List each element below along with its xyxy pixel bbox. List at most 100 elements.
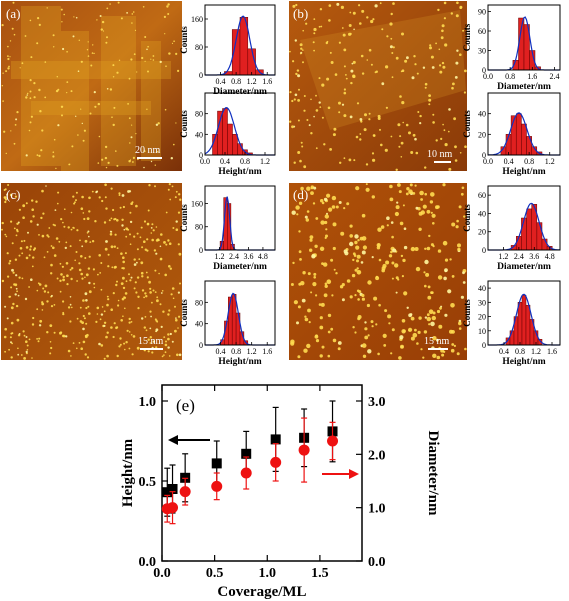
nanoparticle xyxy=(130,58,133,61)
data-point-height xyxy=(241,448,252,459)
stm-image-c: (c) 15 nm xyxy=(1,183,182,360)
nanoparticle xyxy=(377,117,381,120)
nanoparticle xyxy=(121,218,124,221)
nanoparticle xyxy=(4,305,7,308)
nanoparticle xyxy=(12,271,15,274)
nanoparticle xyxy=(151,223,154,226)
x-tick-label: 0.0 xyxy=(483,157,493,166)
nanoparticle xyxy=(124,307,126,310)
nanoparticle xyxy=(367,334,370,337)
x-tick-label: 3.6 xyxy=(243,252,253,261)
nanoparticle xyxy=(83,317,86,320)
nanoparticle xyxy=(341,283,345,287)
nanoparticle xyxy=(141,275,144,278)
x-tick-label: 4.8 xyxy=(545,252,555,261)
nanoparticle xyxy=(85,273,89,277)
nanoparticle xyxy=(70,90,73,93)
nanoparticle xyxy=(64,208,66,210)
nanoparticle xyxy=(375,275,379,279)
nanoparticle xyxy=(36,289,39,292)
nanoparticle xyxy=(399,95,402,98)
nanoparticle xyxy=(390,135,393,138)
nanoparticle xyxy=(135,291,138,294)
nanoparticle xyxy=(300,141,303,144)
nanoparticle xyxy=(454,159,458,162)
nanoparticle xyxy=(80,60,83,63)
nanoparticle xyxy=(442,350,446,353)
nanoparticle xyxy=(52,155,55,158)
nanoparticle xyxy=(37,282,40,285)
nanoparticle xyxy=(409,183,413,187)
nanoparticle xyxy=(326,279,332,285)
nanoparticle xyxy=(437,275,443,280)
nanoparticle xyxy=(9,40,12,42)
x-tick-label: 1.5 xyxy=(311,566,329,581)
nanoparticle xyxy=(93,286,96,289)
nanoparticle xyxy=(33,247,37,250)
nanoparticle xyxy=(355,186,360,191)
nanoparticle xyxy=(169,332,172,336)
nanoparticle xyxy=(147,45,149,48)
nanoparticle xyxy=(343,157,346,160)
nanoparticle xyxy=(331,205,336,209)
y2-tick-label: 0.0 xyxy=(368,555,386,570)
nanoparticle xyxy=(401,329,406,334)
nanoparticle xyxy=(73,202,76,205)
nanoparticle xyxy=(36,154,39,157)
x-tick-label: 2.4 xyxy=(229,252,239,261)
nanoparticle xyxy=(66,81,69,83)
stm-image-b: (b) 10 nm xyxy=(289,1,467,171)
nanoparticle xyxy=(319,325,324,330)
nanoparticle xyxy=(313,115,315,118)
nanoparticle xyxy=(20,354,23,356)
data-point-diameter xyxy=(327,435,339,447)
nanoparticle xyxy=(406,306,409,309)
histogram-bar xyxy=(521,217,527,251)
nanoparticle xyxy=(147,70,149,73)
nanoparticle xyxy=(306,343,311,349)
nanoparticle xyxy=(413,55,416,58)
data-point-diameter xyxy=(179,486,191,498)
nanoparticle xyxy=(9,295,12,298)
nanoparticle xyxy=(299,52,302,55)
nanoparticle xyxy=(57,202,59,205)
nanoparticle xyxy=(160,325,163,328)
nanoparticle xyxy=(376,246,381,250)
histogram-d-diameter: 1.2 2.4 3.6 4.8 0 20 40 60 Diameter/nm Counts xyxy=(462,185,561,272)
nanoparticle xyxy=(402,204,405,207)
nanoparticle xyxy=(423,330,428,334)
nanoparticle xyxy=(126,12,128,14)
nanoparticle xyxy=(17,347,19,350)
nanoparticle xyxy=(131,124,133,126)
nanoparticle xyxy=(57,191,60,194)
nanoparticle xyxy=(403,245,408,250)
nanoparticle xyxy=(134,281,137,284)
nanoparticle xyxy=(355,245,360,250)
y-tick-label: 0 xyxy=(482,66,486,75)
x-tick-label: 0.5 xyxy=(206,566,224,581)
histogram-frame xyxy=(204,92,276,156)
nanoparticle xyxy=(101,158,104,161)
nanoparticle xyxy=(151,238,154,242)
nanoparticle xyxy=(107,298,110,301)
nanoparticle xyxy=(424,284,427,288)
nanoparticle xyxy=(39,319,43,323)
nanoparticle xyxy=(11,27,14,30)
nanoparticle xyxy=(105,166,108,169)
nanoparticle xyxy=(53,254,57,257)
nanoparticle xyxy=(400,156,403,158)
nanoparticle xyxy=(303,165,307,169)
x-tick-label: 2.4 xyxy=(514,252,524,261)
data-markers xyxy=(161,400,339,525)
nanoparticle xyxy=(310,185,314,189)
nanoparticle xyxy=(152,229,155,232)
nanoparticle xyxy=(352,74,356,79)
nanoparticle xyxy=(438,48,441,51)
nanoparticle xyxy=(112,76,115,78)
nanoparticle xyxy=(435,42,437,45)
nanoparticle xyxy=(66,283,69,286)
nanoparticle xyxy=(133,235,136,238)
nanoparticle xyxy=(48,227,51,229)
nanoparticle xyxy=(19,247,23,250)
nanoparticle xyxy=(424,86,427,89)
